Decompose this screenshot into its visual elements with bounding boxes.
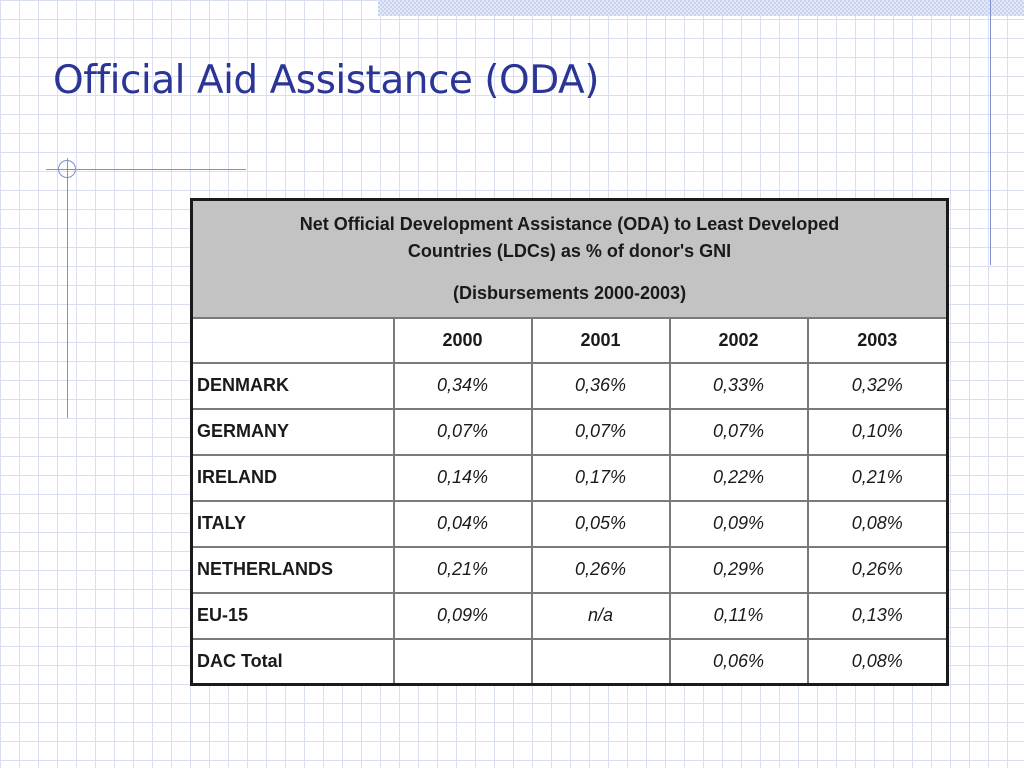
country-label: EU-15 — [190, 591, 395, 640]
oda-table: Net Official Development Assistance (ODA… — [190, 198, 950, 686]
value-cell: 0,32% — [806, 361, 949, 410]
right-decorative-line — [990, 0, 991, 265]
country-label: IRELAND — [190, 453, 395, 502]
value-cell: 0,07% — [392, 407, 533, 456]
value-cell: 0,05% — [530, 499, 671, 548]
value-cell: 0,29% — [668, 545, 809, 594]
value-cell: 0,09% — [392, 591, 533, 640]
country-label: NETHERLANDS — [190, 545, 395, 594]
value-cell: 0,10% — [806, 407, 949, 456]
year-header: 2000 — [392, 316, 533, 364]
value-cell: 0,11% — [668, 591, 809, 640]
value-cell: 0,22% — [668, 453, 809, 502]
value-cell: 0,17% — [530, 453, 671, 502]
table-caption: Net Official Development Assistance (ODA… — [190, 198, 949, 319]
year-header: 2003 — [806, 316, 949, 364]
value-cell: n/a — [530, 591, 671, 640]
value-cell: 0,14% — [392, 453, 533, 502]
caption-line-3: (Disbursements 2000-2003) — [452, 282, 687, 303]
value-cell: 0,21% — [806, 453, 949, 502]
value-cell — [530, 637, 671, 686]
value-cell: 0,26% — [806, 545, 949, 594]
slide-title: Official Aid Assistance (ODA) — [53, 58, 599, 103]
country-label: GERMANY — [190, 407, 395, 456]
value-cell: 0,07% — [668, 407, 809, 456]
value-cell: 0,21% — [392, 545, 533, 594]
value-cell: 0,09% — [668, 499, 809, 548]
table-row: DAC Total 0,06% 0,08% — [190, 637, 949, 686]
decorative-horizontal-line — [46, 169, 246, 170]
value-cell: 0,26% — [530, 545, 671, 594]
value-cell: 0,06% — [668, 637, 809, 686]
caption-line-2: Countries (LDCs) as % of donor's GNI — [407, 240, 732, 261]
table-row: GERMANY 0,07% 0,07% 0,07% 0,10% — [190, 407, 949, 456]
table-caption-row: Net Official Development Assistance (ODA… — [190, 198, 949, 319]
table-row: EU-15 0,09% n/a 0,11% 0,13% — [190, 591, 949, 640]
table-row: DENMARK 0,34% 0,36% 0,33% 0,32% — [190, 361, 949, 410]
table-row: IRELAND 0,14% 0,17% 0,22% 0,21% — [190, 453, 949, 502]
year-header: 2001 — [530, 316, 671, 364]
decorative-vertical-line — [67, 158, 68, 418]
value-cell: 0,34% — [392, 361, 533, 410]
table-row: NETHERLANDS 0,21% 0,26% 0,29% 0,26% — [190, 545, 949, 594]
value-cell: 0,07% — [530, 407, 671, 456]
country-label: DENMARK — [190, 361, 395, 410]
decorative-circle — [58, 160, 76, 178]
table-header-row: 2000 2001 2002 2003 — [190, 316, 949, 364]
caption-line-1: Net Official Development Assistance (ODA… — [299, 213, 840, 234]
year-header: 2002 — [668, 316, 809, 364]
top-decorative-band — [378, 0, 1024, 16]
value-cell: 0,08% — [806, 499, 949, 548]
value-cell — [392, 637, 533, 686]
table-row: ITALY 0,04% 0,05% 0,09% 0,08% — [190, 499, 949, 548]
header-empty-cell — [190, 316, 395, 364]
value-cell: 0,08% — [806, 637, 949, 686]
country-label: DAC Total — [190, 637, 395, 686]
value-cell: 0,04% — [392, 499, 533, 548]
value-cell: 0,33% — [668, 361, 809, 410]
value-cell: 0,13% — [806, 591, 949, 640]
value-cell: 0,36% — [530, 361, 671, 410]
country-label: ITALY — [190, 499, 395, 548]
